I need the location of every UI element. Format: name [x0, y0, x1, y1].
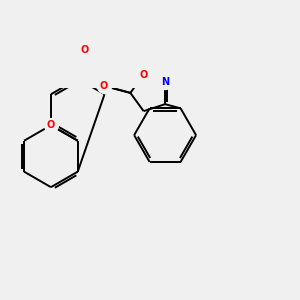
Text: O: O	[140, 70, 148, 80]
Text: O: O	[47, 120, 55, 130]
Text: O: O	[80, 45, 89, 55]
Text: O: O	[100, 81, 108, 91]
Text: N: N	[161, 76, 169, 87]
